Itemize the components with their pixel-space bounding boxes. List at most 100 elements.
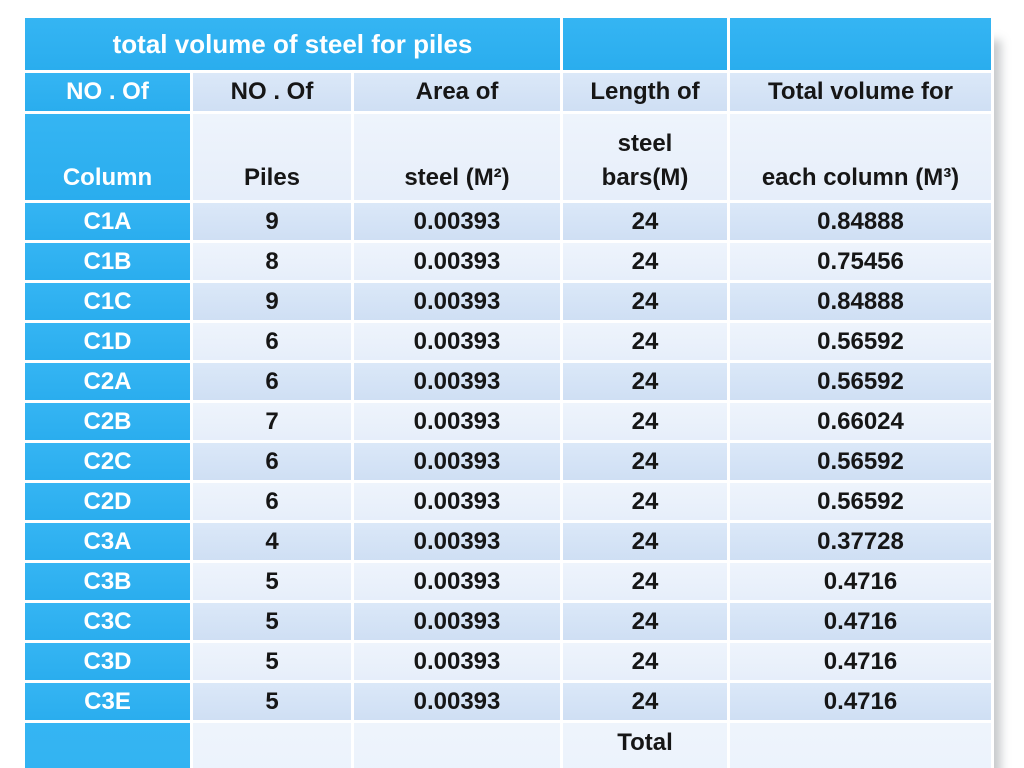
footer-spacer-piles: [193, 723, 351, 768]
footer-total-value: 7.63992: [730, 723, 991, 768]
cell-piles: 5: [193, 563, 351, 600]
table-row-c3e: C3E 5 0.00393 24 0.4716: [25, 683, 991, 720]
cell-column: C1A: [25, 203, 190, 240]
cell-length: 24: [563, 443, 727, 480]
header-volume-top: Total volume for: [730, 73, 991, 111]
cell-piles: 4: [193, 523, 351, 560]
table-row-c1c: C1C 9 0.00393 24 0.84888: [25, 283, 991, 320]
header-row-bottom: Column Piles steel (M²) steel bars(M) ea…: [25, 114, 991, 200]
cell-column: C2D: [25, 483, 190, 520]
header-area-top: Area of: [354, 73, 560, 111]
cell-column: C2A: [25, 363, 190, 400]
cell-length: 24: [563, 203, 727, 240]
cell-volume: 0.37728: [730, 523, 991, 560]
table-title: total volume of steel for piles: [25, 18, 560, 70]
cell-volume: 0.66024: [730, 403, 991, 440]
cell-piles: 5: [193, 603, 351, 640]
cell-volume: 0.4716: [730, 643, 991, 680]
footer-spacer-blue: [25, 723, 190, 768]
cell-area: 0.00393: [354, 243, 560, 280]
cell-piles: 6: [193, 483, 351, 520]
cell-column: C3A: [25, 523, 190, 560]
cell-area: 0.00393: [354, 203, 560, 240]
cell-area: 0.00393: [354, 443, 560, 480]
cell-piles: 8: [193, 243, 351, 280]
cell-volume: 0.56592: [730, 363, 991, 400]
table-row-c2d: C2D 6 0.00393 24 0.56592: [25, 483, 991, 520]
cell-column: C1D: [25, 323, 190, 360]
table-row-c2a: C2A 6 0.00393 24 0.56592: [25, 363, 991, 400]
table-row-c1a: C1A 9 0.00393 24 0.84888: [25, 203, 991, 240]
table-title-row: total volume of steel for piles: [25, 18, 991, 70]
header-column-top: NO . Of: [25, 73, 190, 111]
cell-area: 0.00393: [354, 283, 560, 320]
cell-area: 0.00393: [354, 683, 560, 720]
cell-length: 24: [563, 323, 727, 360]
header-column-bottom: Column: [25, 114, 190, 200]
header-volume-bottom: each column (M³): [730, 114, 991, 200]
table-row-c1b: C1B 8 0.00393 24 0.75456: [25, 243, 991, 280]
cell-volume: 0.56592: [730, 483, 991, 520]
table-row-c3b: C3B 5 0.00393 24 0.4716: [25, 563, 991, 600]
cell-length: 24: [563, 563, 727, 600]
header-area-bottom: steel (M²): [354, 114, 560, 200]
cell-volume: 0.84888: [730, 283, 991, 320]
cell-area: 0.00393: [354, 363, 560, 400]
cell-area: 0.00393: [354, 323, 560, 360]
footer-total-label: Total volume: [563, 723, 727, 768]
cell-volume: 0.75456: [730, 243, 991, 280]
title-spacer-cell-2: [730, 18, 991, 70]
cell-volume: 0.56592: [730, 443, 991, 480]
cell-piles: 7: [193, 403, 351, 440]
table-row-c3a: C3A 4 0.00393 24 0.37728: [25, 523, 991, 560]
cell-piles: 5: [193, 683, 351, 720]
steel-piles-table: total volume of steel for piles NO . Of …: [22, 15, 994, 768]
table-footer-row: Total volume 7.63992: [25, 723, 991, 768]
cell-piles: 9: [193, 283, 351, 320]
cell-length: 24: [563, 483, 727, 520]
cell-area: 0.00393: [354, 483, 560, 520]
table-row-c1d: C1D 6 0.00393 24 0.56592: [25, 323, 991, 360]
cell-length: 24: [563, 683, 727, 720]
cell-piles: 5: [193, 643, 351, 680]
cell-column: C1C: [25, 283, 190, 320]
cell-column: C3C: [25, 603, 190, 640]
table-row-c3d: C3D 5 0.00393 24 0.4716: [25, 643, 991, 680]
cell-length: 24: [563, 523, 727, 560]
table-row-c2c: C2C 6 0.00393 24 0.56592: [25, 443, 991, 480]
title-spacer-cell-1: [563, 18, 727, 70]
footer-spacer-area: [354, 723, 560, 768]
cell-piles: 6: [193, 363, 351, 400]
cell-length: 24: [563, 643, 727, 680]
cell-length: 24: [563, 403, 727, 440]
cell-piles: 6: [193, 443, 351, 480]
header-row-top: NO . Of NO . Of Area of Length of Total …: [25, 73, 991, 111]
cell-volume: 0.4716: [730, 603, 991, 640]
header-length-bottom: steel bars(M): [563, 114, 727, 200]
table-row-c3c: C3C 5 0.00393 24 0.4716: [25, 603, 991, 640]
cell-area: 0.00393: [354, 563, 560, 600]
cell-length: 24: [563, 243, 727, 280]
cell-length: 24: [563, 283, 727, 320]
table-row-c2b: C2B 7 0.00393 24 0.66024: [25, 403, 991, 440]
cell-column: C2B: [25, 403, 190, 440]
cell-area: 0.00393: [354, 603, 560, 640]
cell-volume: 0.56592: [730, 323, 991, 360]
header-length-top: Length of: [563, 73, 727, 111]
cell-column: C3B: [25, 563, 190, 600]
cell-column: C3E: [25, 683, 190, 720]
cell-length: 24: [563, 363, 727, 400]
cell-length: 24: [563, 603, 727, 640]
header-piles-bottom: Piles: [193, 114, 351, 200]
cell-piles: 6: [193, 323, 351, 360]
cell-column: C1B: [25, 243, 190, 280]
cell-volume: 0.84888: [730, 203, 991, 240]
cell-area: 0.00393: [354, 403, 560, 440]
cell-volume: 0.4716: [730, 683, 991, 720]
cell-volume: 0.4716: [730, 563, 991, 600]
cell-area: 0.00393: [354, 523, 560, 560]
header-piles-top: NO . Of: [193, 73, 351, 111]
cell-column: C2C: [25, 443, 190, 480]
cell-piles: 9: [193, 203, 351, 240]
